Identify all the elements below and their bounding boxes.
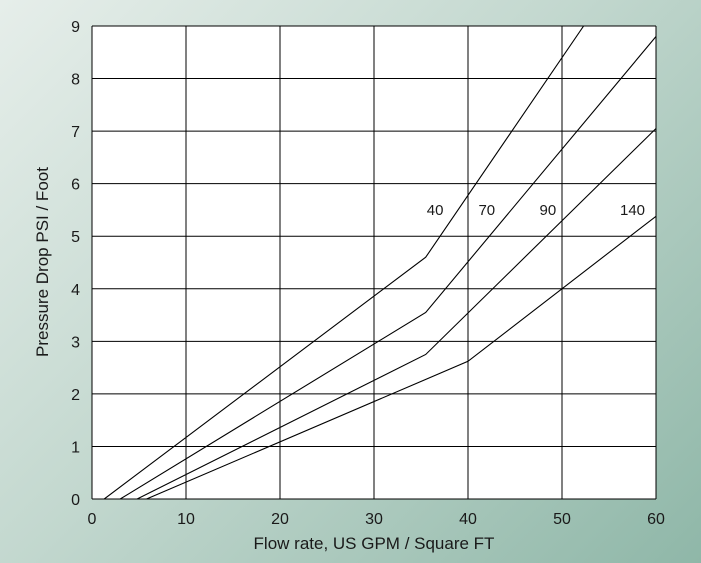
x-tick-label: 0 (88, 511, 97, 528)
y-tick-label: 3 (71, 334, 80, 351)
x-tick-label: 40 (459, 511, 477, 528)
y-axis-ticks: 0 1 2 3 4 5 6 7 8 9 (71, 19, 80, 509)
x-tick-label: 50 (553, 511, 571, 528)
y-tick-label: 7 (71, 124, 80, 141)
x-axis-ticks: 0 10 20 30 40 50 60 (88, 511, 665, 528)
series-lines (103, 26, 656, 499)
y-tick-label: 1 (71, 439, 80, 456)
series-line-70 (119, 36, 656, 499)
x-tick-label: 20 (271, 511, 289, 528)
y-tick-label: 5 (71, 229, 80, 246)
series-labels: 40 70 90 140 (427, 202, 645, 219)
y-tick-label: 9 (71, 19, 80, 36)
x-tick-label: 10 (177, 511, 195, 528)
grid (91, 25, 657, 500)
series-label-70: 70 (478, 202, 495, 219)
series-label-90: 90 (540, 202, 557, 219)
y-tick-label: 4 (71, 282, 80, 299)
x-tick-label: 30 (365, 511, 383, 528)
y-tick-label: 0 (71, 492, 80, 509)
x-tick-label: 60 (647, 511, 665, 528)
series-label-140: 140 (620, 202, 645, 219)
series-line-90 (136, 128, 656, 499)
y-tick-label: 2 (71, 387, 80, 404)
series-line-40 (103, 26, 585, 499)
y-tick-label: 8 (71, 72, 80, 89)
series-line-140 (146, 215, 656, 499)
x-axis-title: Flow rate, US GPM / Square FT (254, 534, 495, 553)
y-axis-title: Pressure Drop PSI / Foot (33, 167, 52, 357)
series-label-40: 40 (427, 202, 444, 219)
y-tick-label: 6 (71, 177, 80, 194)
